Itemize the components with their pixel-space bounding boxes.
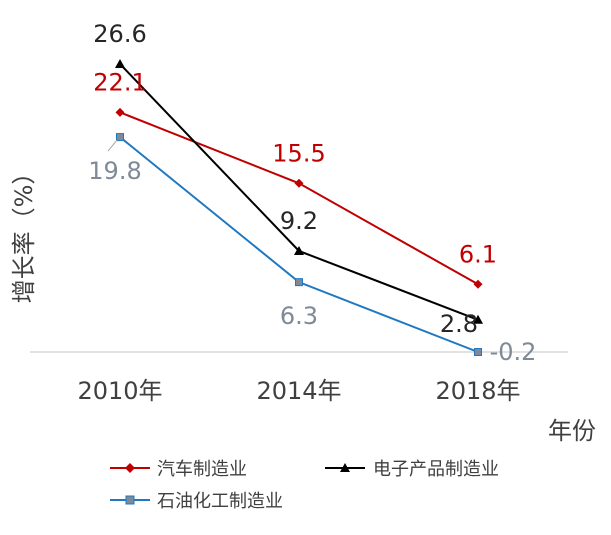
data-point-triangle xyxy=(115,59,125,68)
legend-item-electronics[interactable]: 电子产品制造业 xyxy=(325,459,499,480)
data-point-diamond xyxy=(294,178,304,188)
data-label-layer: 22.1 15.5 6.1 26.6 9.2 2.8 19.8 6.3 -0.2 xyxy=(88,20,536,366)
data-point-square xyxy=(474,348,482,356)
legend-label: 汽车制造业 xyxy=(157,459,247,480)
x-tick-label: 2018年 xyxy=(435,377,520,405)
legend-item-petrochem[interactable]: 石油化工制造业 xyxy=(110,491,283,512)
legend-label: 石油化工制造业 xyxy=(157,491,283,512)
data-label: 19.8 xyxy=(88,157,141,185)
x-tick-label: 2014年 xyxy=(256,377,341,405)
data-point-square xyxy=(116,133,124,142)
data-point-diamond xyxy=(473,279,483,289)
data-label: 6.3 xyxy=(280,302,318,330)
data-label: 22.1 xyxy=(93,68,146,96)
leader-line xyxy=(107,139,118,152)
legend-item-auto[interactable]: 汽车制造业 xyxy=(110,459,247,480)
data-point-square xyxy=(295,278,303,287)
x-tick-label: 2010年 xyxy=(77,377,162,405)
data-point-triangle xyxy=(294,245,304,255)
data-label: 6.1 xyxy=(459,240,497,268)
legend-label: 电子产品制造业 xyxy=(373,459,499,480)
y-axis-title: 增长率（%） xyxy=(10,161,38,304)
x-axis-title: 年份 xyxy=(548,417,596,445)
data-label: 9.2 xyxy=(280,207,318,235)
series-layer xyxy=(115,59,483,356)
legend-marker-diamond xyxy=(125,463,135,473)
series-line xyxy=(119,111,479,286)
data-label: 15.5 xyxy=(272,139,325,167)
data-label: 2.8 xyxy=(440,310,478,338)
legend: 汽车制造业 电子产品制造业 石油化工制造业 xyxy=(110,459,499,512)
data-point-diamond xyxy=(115,107,125,117)
legend-marker-triangle xyxy=(340,463,350,472)
data-point-triangle xyxy=(473,314,483,324)
legend-marker-square xyxy=(125,495,135,505)
data-label: 26.6 xyxy=(93,20,146,48)
data-label: -0.2 xyxy=(490,338,537,366)
